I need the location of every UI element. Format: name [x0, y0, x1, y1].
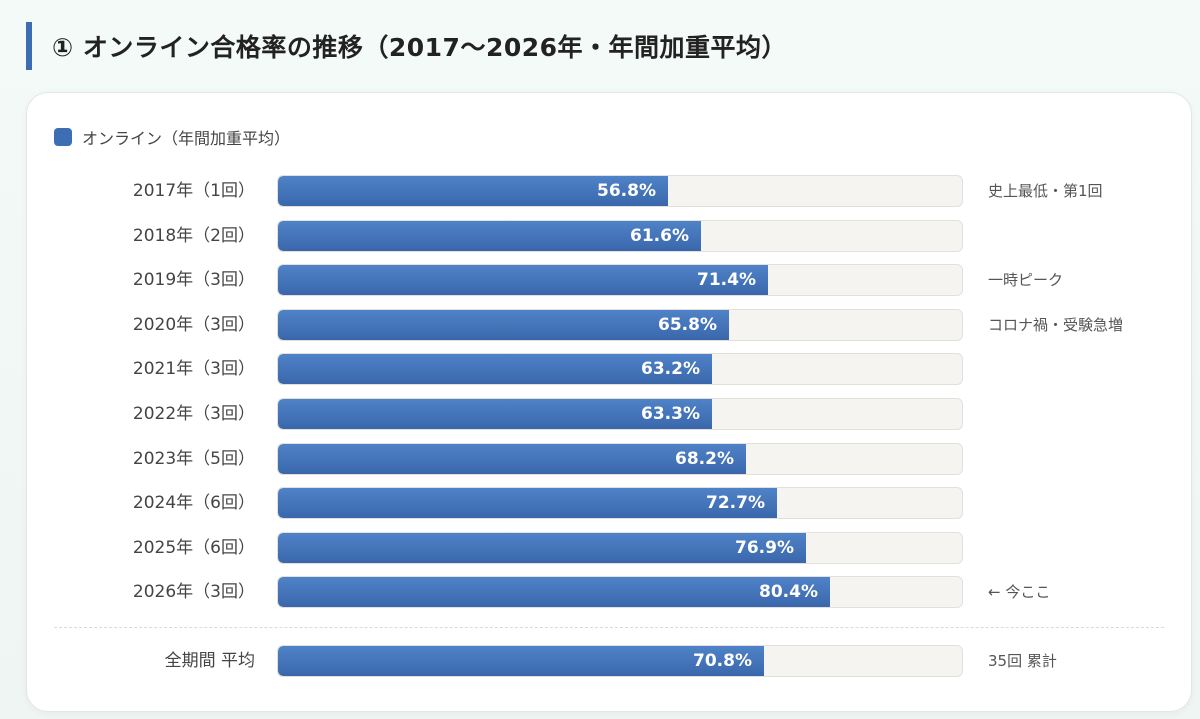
row-7-bar-track: 72.7%	[277, 487, 963, 519]
row-3-bar-track: 65.8%	[277, 309, 963, 341]
row-4-value-label: 63.2%	[641, 359, 700, 379]
row-6-value-label: 68.2%	[675, 449, 734, 469]
row-0-annotation: 史上最低・第1回	[988, 182, 1103, 200]
row-1-bar	[278, 221, 701, 251]
row-9-annotation: ← 今ここ	[988, 583, 1051, 601]
row-4-category-label: 2021年（3回）	[132, 359, 255, 379]
row-8-bar	[278, 533, 806, 563]
summary-bar-track: 70.8%	[277, 645, 963, 677]
row-3-category-label: 2020年（3回）	[132, 315, 255, 335]
row-8-value-label: 76.9%	[735, 538, 794, 558]
row-9-bar-track: 80.4%	[277, 576, 963, 608]
summary-bar	[278, 646, 764, 676]
row-5-category-label: 2022年（3回）	[132, 404, 255, 424]
row-1-value-label: 61.6%	[630, 226, 689, 246]
row-5-bar	[278, 399, 712, 429]
row-9-bar	[278, 577, 830, 607]
row-2-bar	[278, 265, 768, 295]
row-7-value-label: 72.7%	[706, 493, 765, 513]
row-1-category-label: 2018年（2回）	[132, 226, 255, 246]
row-6-bar	[278, 444, 746, 474]
row-3-bar	[278, 310, 729, 340]
page-title: ① オンライン合格率の推移（2017〜2026年・年間加重平均）	[26, 22, 787, 70]
row-8-bar-track: 76.9%	[277, 532, 963, 564]
row-2-bar-track: 71.4%	[277, 264, 963, 296]
row-5-value-label: 63.3%	[641, 404, 700, 424]
legend-label: オンライン（年間加重平均）	[82, 129, 291, 148]
row-2-category-label: 2019年（3回）	[132, 270, 255, 290]
legend: オンライン（年間加重平均）	[54, 125, 290, 149]
row-1-bar-track: 61.6%	[277, 220, 963, 252]
row-0-value-label: 56.8%	[597, 181, 656, 201]
summary-value-label: 70.8%	[693, 651, 752, 671]
summary-annotation: 35回 累計	[988, 652, 1057, 670]
row-7-bar	[278, 488, 777, 518]
divider	[54, 627, 1164, 628]
row-8-category-label: 2025年（6回）	[132, 538, 255, 558]
row-3-annotation: コロナ禍・受験急増	[988, 316, 1124, 334]
summary-category-label: 全期間 平均	[164, 651, 255, 671]
row-9-value-label: 80.4%	[759, 582, 818, 602]
row-0-bar	[278, 176, 668, 206]
row-0-bar-track: 56.8%	[277, 175, 963, 207]
row-4-bar	[278, 354, 712, 384]
row-2-value-label: 71.4%	[697, 270, 756, 290]
row-4-bar-track: 63.2%	[277, 353, 963, 385]
legend-swatch	[54, 128, 72, 146]
row-3-value-label: 65.8%	[658, 315, 717, 335]
row-5-bar-track: 63.3%	[277, 398, 963, 430]
row-2-annotation: 一時ピーク	[988, 271, 1064, 289]
row-6-bar-track: 68.2%	[277, 443, 963, 475]
row-0-category-label: 2017年（1回）	[132, 181, 255, 201]
row-6-category-label: 2023年（5回）	[132, 449, 255, 469]
row-7-category-label: 2024年（6回）	[132, 493, 255, 513]
row-9-category-label: 2026年（3回）	[132, 582, 255, 602]
